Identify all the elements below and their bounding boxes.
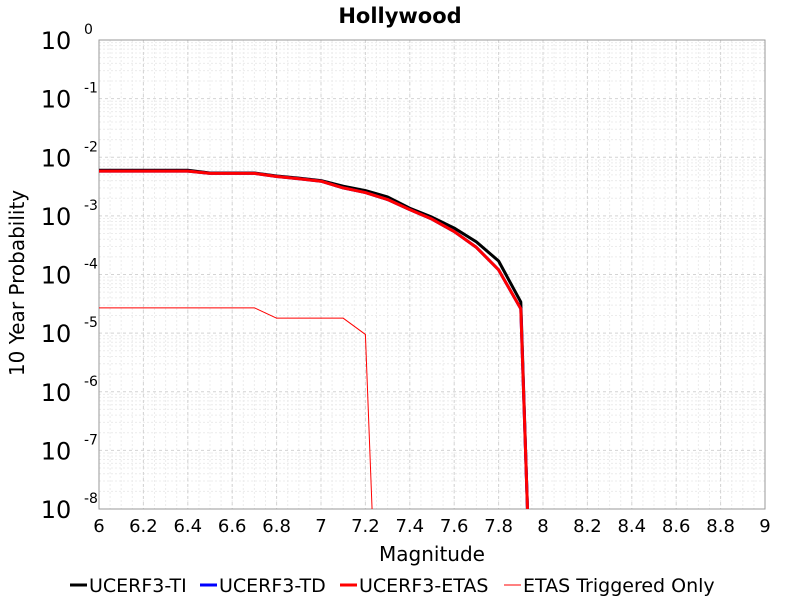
chart-title: Hollywood (338, 4, 461, 28)
y-axis-ticks: 10 0 10 -1 10 -2 10 -3 10 -4 10 -5 10 -6 10 -7 10 -8 (41, 22, 98, 524)
x-tick-label: 6 (93, 516, 104, 537)
legend-label: UCERF3-TD (219, 575, 326, 597)
x-tick-label: 6.2 (129, 516, 158, 537)
legend-label: ETAS Triggered Only (523, 575, 715, 597)
x-tick-label: 8 (537, 516, 548, 537)
x-tick-label: 9 (759, 516, 770, 537)
y-tick-label: 10 -5 (41, 315, 98, 348)
x-axis-label: Magnitude (379, 542, 485, 566)
y-tick-label: 10 -6 (41, 374, 98, 407)
y-tick-exponent: 0 (84, 22, 93, 38)
x-tick-label: 8.2 (573, 516, 602, 537)
y-tick-exponent: -6 (84, 374, 98, 390)
y-tick-label: 10 -7 (41, 432, 98, 465)
y-tick-base: 10 (41, 437, 72, 465)
legend-label: UCERF3-ETAS (359, 575, 488, 597)
x-axis-ticks: 6 6.2 6.4 6.6 6.8 7 7.2 7.4 7.6 7.8 8 8.2 8.4 8.6 8.8 9 (93, 516, 770, 537)
legend-item-ucerf3-ti: UCERF3-TI (70, 575, 187, 597)
x-tick-label: 7.4 (395, 516, 424, 537)
y-tick-exponent: -8 (84, 491, 98, 507)
y-tick-base: 10 (41, 86, 72, 114)
y-tick-exponent: -7 (84, 432, 98, 448)
y-tick-base: 10 (41, 262, 72, 290)
y-tick-base: 10 (41, 203, 72, 231)
x-tick-label: 6.4 (173, 516, 202, 537)
series-line-ucerf3-etas (99, 169, 529, 509)
legend-item-ucerf3-td: UCERF3-TD (200, 575, 326, 597)
legend-item-ucerf3-etas: UCERF3-ETAS (340, 575, 488, 597)
x-tick-label: 7.6 (440, 516, 469, 537)
series-layer (99, 168, 529, 509)
y-tick-exponent: -5 (84, 315, 98, 331)
y-tick-label: 10 -2 (41, 139, 98, 172)
legend-item-etas-triggered-only: ETAS Triggered Only (504, 575, 715, 597)
y-tick-base: 10 (41, 496, 72, 524)
y-axis-label: 10 Year Probability (5, 190, 29, 376)
y-tick-base: 10 (41, 379, 72, 407)
y-tick-exponent: -3 (84, 198, 98, 214)
y-tick-exponent: -4 (84, 257, 98, 273)
x-tick-label: 7.8 (484, 516, 513, 537)
major-gridlines (98, 39, 766, 510)
y-tick-label: 10 -1 (41, 81, 98, 114)
y-tick-label: 10 -8 (41, 491, 98, 524)
x-tick-label: 7 (315, 516, 326, 537)
x-tick-label: 6.6 (218, 516, 247, 537)
plot-area-frame (98, 39, 766, 510)
x-tick-label: 7.2 (351, 516, 380, 537)
chart-legend: UCERF3-TI UCERF3-TD UCERF3-ETAS ETAS Trigge… (70, 575, 715, 597)
y-tick-label: 10 0 (41, 22, 93, 55)
y-tick-base: 10 (41, 144, 72, 172)
y-tick-label: 10 -4 (41, 257, 98, 290)
legend-label: UCERF3-TI (89, 575, 187, 597)
x-tick-label: 8.8 (706, 516, 735, 537)
minor-gridlines (98, 40, 766, 509)
y-tick-exponent: -2 (84, 139, 98, 155)
x-tick-label: 8.6 (662, 516, 691, 537)
x-tick-label: 6.8 (262, 516, 291, 537)
y-tick-base: 10 (41, 27, 72, 55)
y-tick-label: 10 -3 (41, 198, 98, 231)
y-tick-base: 10 (41, 320, 72, 348)
y-tick-exponent: -1 (84, 81, 98, 97)
series-line-etas-triggered-only (99, 307, 373, 509)
x-tick-label: 8.4 (617, 516, 646, 537)
